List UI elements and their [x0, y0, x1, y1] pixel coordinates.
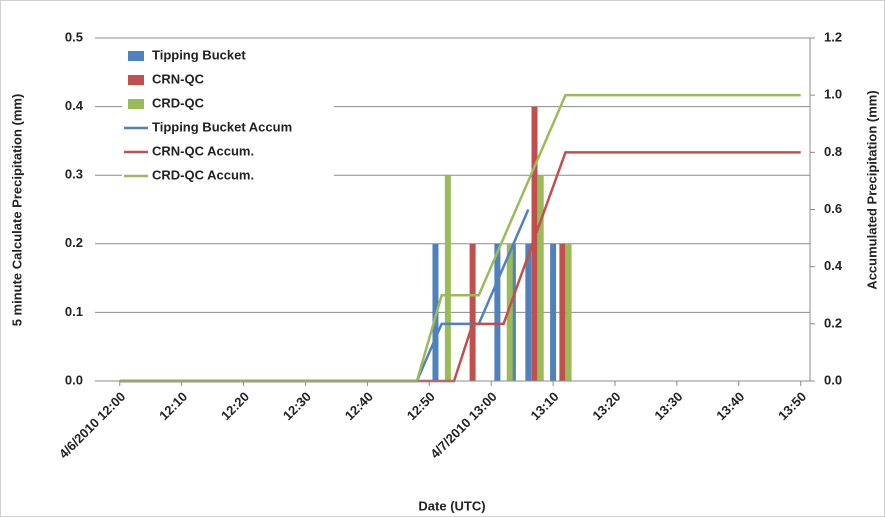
legend-label: CRN-QC Accum. — [152, 143, 254, 158]
bar — [506, 243, 513, 381]
bar — [494, 243, 501, 381]
y2-tick-label: 0.0 — [824, 372, 842, 387]
y-tick-label: 0.1 — [65, 304, 83, 319]
bar — [531, 106, 538, 381]
legend-box — [122, 44, 334, 194]
y-axis-title: 5 minute Calculate Precipitation (mm) — [9, 94, 24, 327]
y2-tick-label: 1.0 — [824, 87, 842, 102]
y-tick-label: 0.5 — [65, 29, 83, 44]
legend-label: Tipping Bucket Accum — [152, 119, 292, 134]
bar — [559, 243, 566, 381]
y2-axis-title: Accumulated Precipitation (mm) — [864, 90, 879, 289]
y-tick-label: 0.2 — [65, 235, 83, 250]
legend-swatch — [128, 99, 144, 109]
legend-swatch — [128, 51, 144, 61]
legend-label: CRN-QC — [152, 71, 205, 86]
bar — [469, 243, 476, 381]
bar — [537, 175, 544, 381]
bar — [444, 175, 451, 381]
bar — [550, 243, 557, 381]
y2-tick-label: 0.8 — [824, 144, 842, 159]
y2-tick-label: 0.6 — [824, 201, 842, 216]
bar — [525, 243, 532, 381]
legend-label: Tipping Bucket — [152, 47, 246, 62]
y2-tick-label: 1.2 — [824, 29, 842, 44]
y2-tick-label: 0.4 — [824, 258, 843, 273]
y-tick-label: 0.3 — [65, 167, 83, 182]
legend-label: CRD-QC — [152, 95, 205, 110]
y2-tick-label: 0.2 — [824, 315, 842, 330]
bar — [509, 243, 516, 381]
legend-label: CRD-QC Accum. — [152, 167, 254, 182]
bar — [565, 243, 572, 381]
x-axis-title: Date (UTC) — [418, 498, 485, 513]
y-tick-label: 0.0 — [65, 372, 83, 387]
y-tick-label: 0.4 — [65, 98, 84, 113]
legend-swatch — [128, 75, 144, 85]
